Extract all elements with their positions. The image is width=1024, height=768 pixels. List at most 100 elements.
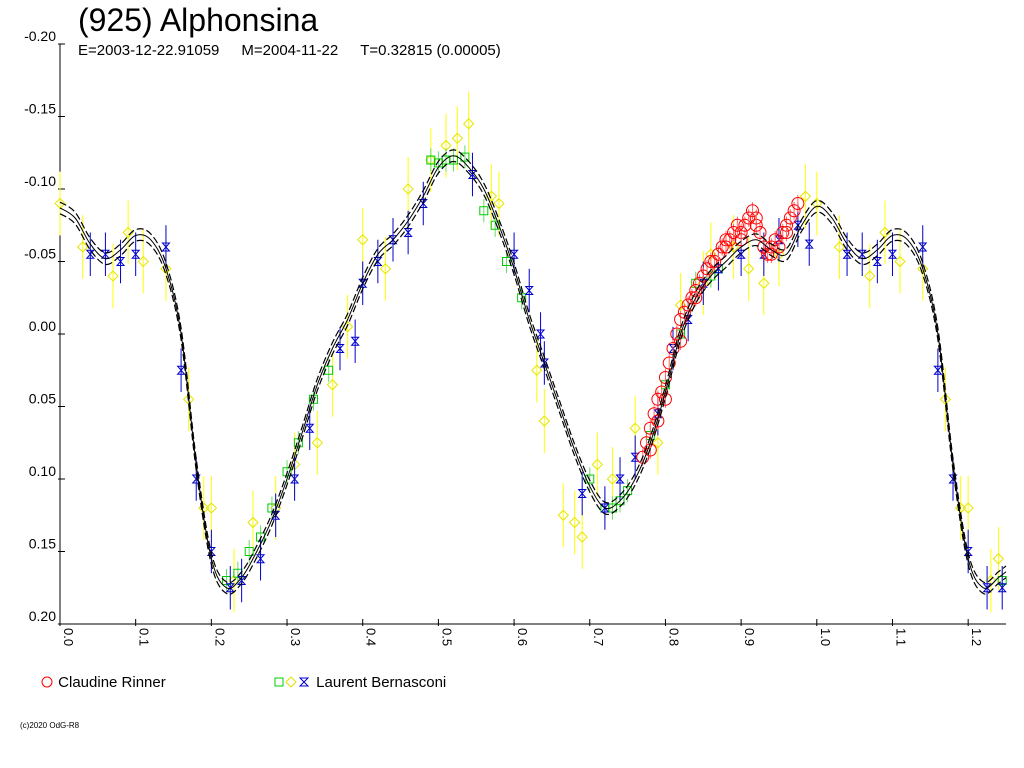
series-diamond-point [568,516,581,529]
series-hourglass-point [350,336,360,346]
series-square-point [585,474,595,484]
series-hourglass-point [85,249,95,259]
series-circle-point [753,226,767,239]
series-diamond-point [326,379,339,391]
series-hourglass-point [403,228,413,237]
series-hourglass-point [887,249,898,259]
x-tick-label: 0.7 [591,628,606,646]
series-circle-point [643,421,657,435]
series-circle-point [647,407,661,421]
series-square-point [479,206,489,216]
series-diamond-point [531,364,543,376]
y-tick-label: 0.20 [29,608,56,624]
series-circle-point [780,226,794,239]
fit-curve-upper-envelope [59,160,1007,595]
series-hourglass-point [857,249,867,259]
y-tick-label: 0.15 [29,536,56,552]
series-diamond-point [629,422,641,434]
series-diamond-point [462,118,475,130]
x-tick-label: 0.9 [742,628,757,646]
series-diamond-point [402,183,414,195]
series-diamond-point [205,502,218,514]
series-circle-point [689,291,703,305]
series-hourglass-point [615,474,625,484]
series-diamond-point [311,437,324,449]
series-diamond-point [606,473,619,485]
series-hourglass-point [131,249,141,259]
series-hourglass-point [388,235,398,245]
series-diamond-point [576,531,588,543]
series-diamond-point [107,270,119,282]
series-diamond-point [591,458,604,471]
series-circle-point [791,197,805,210]
period-text: T=0.32815 (0.00005) [360,42,501,59]
series-circle-point [662,356,676,370]
series-hourglass-point [176,365,186,375]
x-tick-label: 0.6 [515,628,530,646]
series-circle-point [738,218,752,232]
series-diamond-point [557,509,569,521]
series-diamond-point [879,226,891,239]
series-hourglass-point [225,583,235,593]
series-diamond-point [357,234,369,246]
series-diamond-point [939,393,952,405]
series-hourglass-point [804,239,814,249]
series-circle-point [772,240,786,254]
series-square-point [607,503,617,513]
series-circle-point [723,233,737,247]
legend-multi-marker [274,676,310,688]
series-hourglass-point [793,220,803,230]
series-hourglass-point [305,423,315,433]
series-circle-point [658,371,672,384]
series-circle-point [685,291,699,305]
series-circle-point [734,233,748,247]
series-hourglass-point [335,344,345,353]
series-circle-point [655,385,669,399]
series-diamond-point [122,226,134,239]
series-circle-point [787,204,801,218]
series-hourglass-point [115,257,126,266]
series-hourglass-point [100,249,111,259]
x-tick-label: 0.5 [439,628,454,646]
series-diamond-point [485,190,498,202]
x-tick-label: 1.2 [969,628,984,646]
x-tick-label: 0.3 [288,628,303,646]
series-diamond-point [652,437,664,449]
y-tick-label: -0.05 [24,246,56,262]
series-hourglass-point [290,474,300,484]
fit-curve [59,155,1007,589]
series-diamond-point [538,415,551,427]
series-circle-point [696,269,710,283]
series-circle-point [700,262,714,276]
series-hourglass-point [736,249,746,259]
series-diamond-point [341,321,354,333]
series-diamond-point [54,197,66,210]
series-circle-point [677,305,691,319]
series-circle-point [719,240,733,254]
y-tick-label: -0.20 [24,28,56,44]
series-circle-point [742,211,756,225]
series-square-point [324,365,334,375]
series-circle-point [749,211,763,225]
series-circle-point [711,247,725,261]
series-hourglass-point [206,547,216,556]
chart-title: (925) Alphonsina [78,2,319,38]
series-circle-point [708,255,722,268]
series-diamond-point [992,553,1005,565]
fit-curve-lower-envelope [59,149,1007,584]
series-hourglass-point [255,554,266,564]
series-hourglass-point [933,365,943,375]
chart-subtitle: E=2003-12-22.91059 M=2004-11-22 T=0.32815 … [78,42,523,59]
series-diamond-point [894,255,906,268]
series-diamond-point [864,270,876,282]
series-diamond-point [799,190,812,202]
legend-laurent-label: Laurent Bernasconi [316,674,447,691]
series-hourglass-point [918,242,928,252]
series-diamond-point [160,263,172,275]
series-square-point [244,547,254,556]
series-square-point [460,152,470,162]
series-circle-point [681,298,695,312]
y-tick-label: 0.00 [29,318,56,334]
legend-circle-marker [41,676,53,688]
